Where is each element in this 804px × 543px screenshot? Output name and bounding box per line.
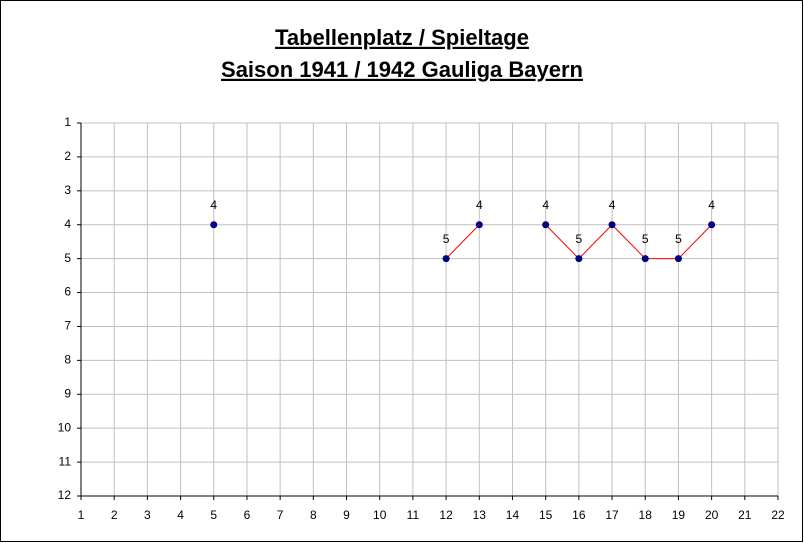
data-point	[442, 255, 450, 263]
x-tick-label: 12	[439, 508, 453, 522]
y-tick-label: 1	[64, 115, 71, 129]
x-tick-label: 8	[310, 508, 317, 522]
y-tick-label: 5	[64, 251, 71, 265]
x-tick-label: 22	[771, 508, 785, 522]
series-line	[445, 224, 712, 260]
data-label: 4	[210, 198, 217, 212]
data-point	[575, 255, 583, 263]
x-tick-label: 15	[539, 508, 553, 522]
y-tick-label: 11	[59, 454, 72, 468]
x-tick-label: 18	[639, 508, 653, 522]
x-tick-label: 21	[738, 508, 752, 522]
x-tick-label: 7	[277, 508, 284, 522]
data-label: 5	[675, 232, 682, 246]
data-point	[542, 221, 550, 229]
x-tick-label: 19	[672, 508, 686, 522]
y-tick-label: 10	[58, 420, 72, 434]
data-point	[210, 221, 218, 229]
data-point	[475, 221, 483, 229]
data-label: 4	[708, 198, 715, 212]
x-tick-label: 6	[244, 508, 251, 522]
chart-title: Tabellenplatz / Spieltage	[275, 25, 529, 50]
data-label: 5	[642, 232, 649, 246]
x-tick-label: 16	[572, 508, 586, 522]
x-tick-label: 20	[705, 508, 719, 522]
x-tick-label: 11	[407, 508, 420, 522]
y-tick-label: 9	[64, 386, 71, 400]
y-tick-label: 8	[64, 353, 71, 367]
data-label: 4	[609, 198, 616, 212]
x-tick-label: 17	[605, 508, 619, 522]
data-label: 5	[576, 232, 583, 246]
x-tick-label: 1	[78, 508, 85, 522]
data-label: 4	[476, 198, 483, 212]
x-tick-label: 3	[144, 508, 151, 522]
data-label: 4	[542, 198, 549, 212]
y-tick-label: 2	[64, 149, 71, 163]
data-point	[708, 221, 716, 229]
x-tick-label: 10	[373, 508, 387, 522]
x-tick-label: 5	[210, 508, 217, 522]
data-label: 5	[443, 232, 450, 246]
x-tick-label: 14	[506, 508, 520, 522]
y-tick-label: 7	[64, 319, 71, 333]
data-point	[608, 221, 616, 229]
data-point	[674, 255, 682, 263]
x-tick-label: 2	[111, 508, 118, 522]
y-tick-label: 3	[64, 183, 71, 197]
y-tick-label: 4	[64, 217, 71, 231]
x-tick-label: 9	[343, 508, 350, 522]
x-tick-label: 4	[177, 508, 184, 522]
y-tick-label: 12	[58, 488, 72, 502]
data-point	[641, 255, 649, 263]
chart-subtitle: Saison 1941 / 1942 Gauliga Bayern	[221, 57, 583, 82]
y-tick-label: 6	[64, 285, 71, 299]
x-tick-label: 13	[473, 508, 487, 522]
